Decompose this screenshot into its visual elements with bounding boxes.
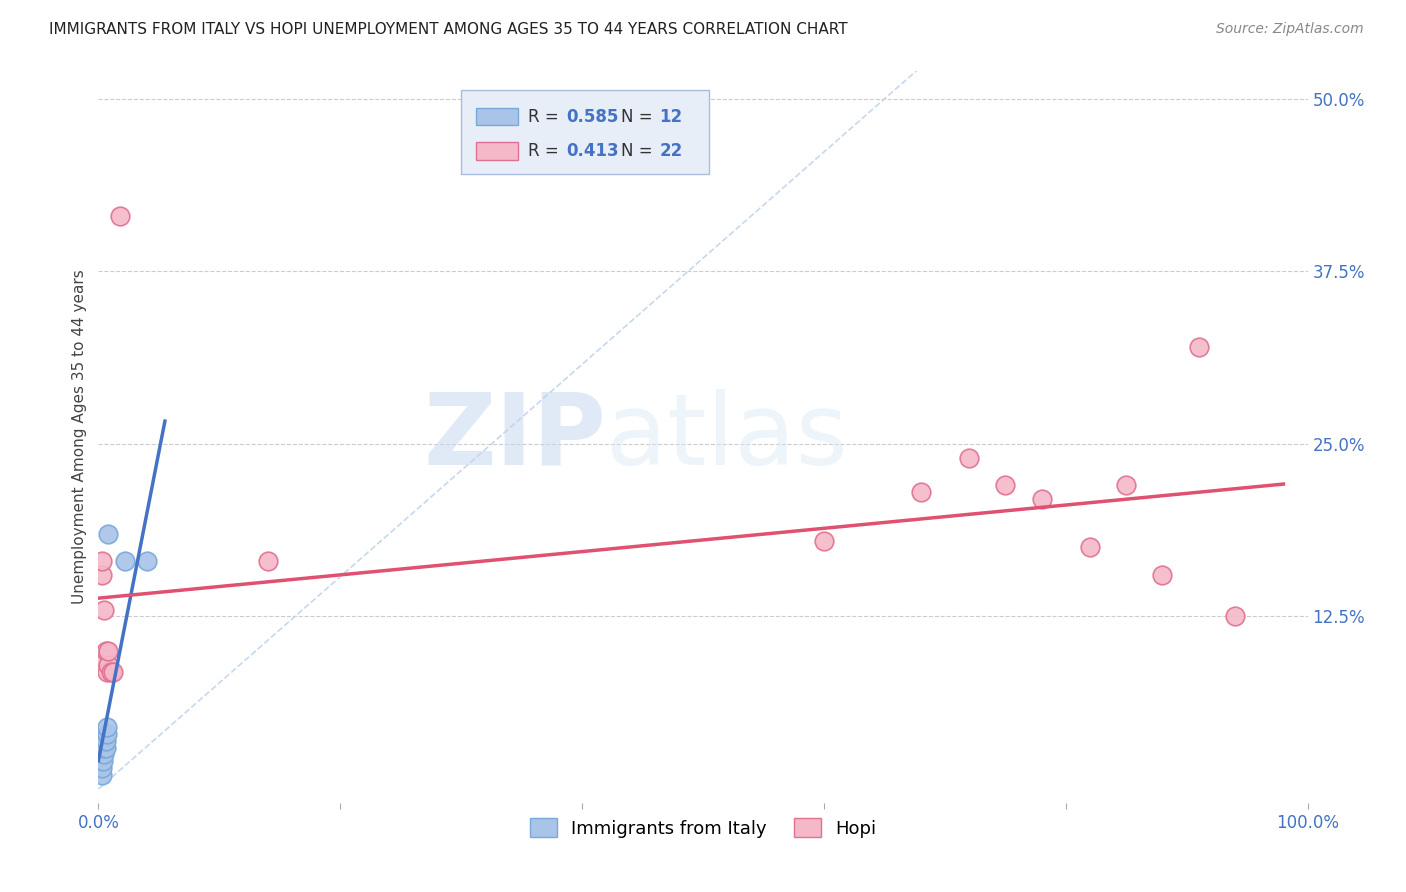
Point: [91, 755, 114, 769]
Point: [101, 665, 124, 679]
Text: 0.585: 0.585: [567, 108, 619, 126]
Point: [96, 720, 118, 734]
Point: [91, 768, 114, 782]
Point: [994, 478, 1017, 492]
Point: [100, 665, 122, 679]
Text: R =: R =: [527, 142, 564, 160]
Point: [135, 554, 157, 568]
Point: [1223, 609, 1246, 624]
Point: [957, 450, 980, 465]
Point: [94, 644, 117, 658]
Point: [910, 485, 932, 500]
Y-axis label: Unemployment Among Ages 35 to 44 years: Unemployment Among Ages 35 to 44 years: [72, 269, 87, 605]
Point: [1031, 492, 1053, 507]
FancyBboxPatch shape: [475, 108, 517, 126]
Text: atlas: atlas: [606, 389, 848, 485]
Point: [108, 209, 131, 223]
Point: [91, 761, 114, 775]
Text: ZIP: ZIP: [423, 389, 606, 485]
Point: [1078, 541, 1101, 555]
Point: [97, 644, 120, 658]
Text: 12: 12: [659, 108, 682, 126]
Point: [97, 657, 120, 672]
Point: [813, 533, 835, 548]
FancyBboxPatch shape: [461, 90, 709, 174]
Point: [91, 651, 114, 665]
Point: [93, 747, 115, 762]
Text: Source: ZipAtlas.com: Source: ZipAtlas.com: [1216, 22, 1364, 37]
Text: N =: N =: [621, 108, 658, 126]
Point: [96, 665, 118, 679]
Text: 0.413: 0.413: [567, 142, 619, 160]
Point: [93, 602, 115, 616]
Point: [96, 727, 118, 741]
Text: N =: N =: [621, 142, 658, 160]
Point: [94, 740, 117, 755]
Point: [97, 526, 120, 541]
Point: [114, 554, 136, 568]
Point: [1115, 478, 1137, 492]
Point: [1188, 340, 1211, 354]
Point: [93, 740, 115, 755]
Point: [256, 554, 278, 568]
Point: [91, 554, 114, 568]
Text: IMMIGRANTS FROM ITALY VS HOPI UNEMPLOYMENT AMONG AGES 35 TO 44 YEARS CORRELATION: IMMIGRANTS FROM ITALY VS HOPI UNEMPLOYME…: [49, 22, 848, 37]
Point: [91, 568, 114, 582]
Point: [94, 733, 117, 747]
Text: 22: 22: [659, 142, 683, 160]
FancyBboxPatch shape: [475, 143, 517, 160]
Point: [1152, 568, 1174, 582]
Text: R =: R =: [527, 108, 564, 126]
Legend: Immigrants from Italy, Hopi: Immigrants from Italy, Hopi: [523, 811, 883, 845]
